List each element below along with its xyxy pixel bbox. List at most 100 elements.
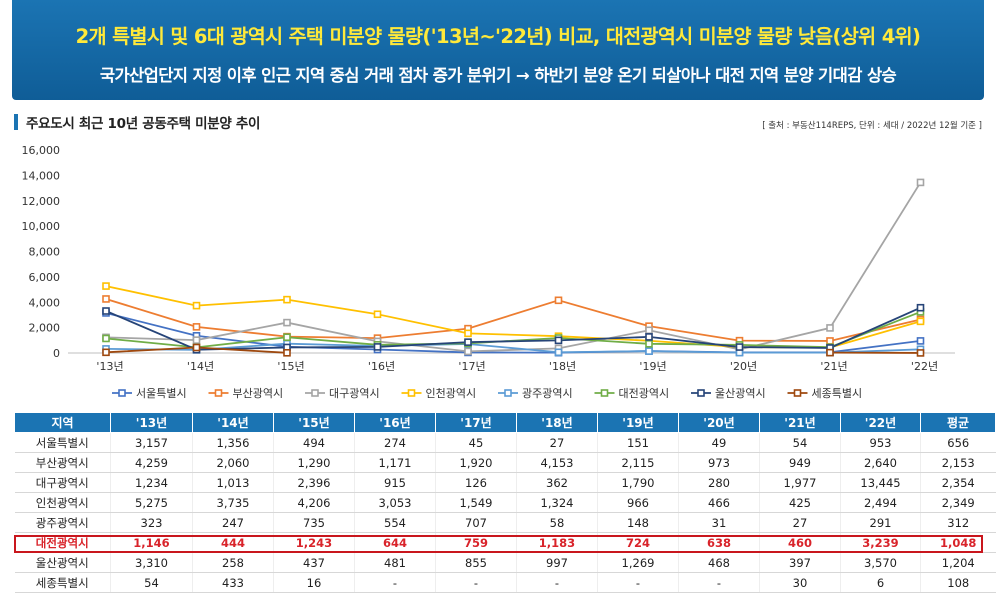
table-cell: 2,640 xyxy=(840,452,921,473)
data-point xyxy=(645,333,653,341)
y-tick-label: 8,000 xyxy=(29,246,61,259)
data-point xyxy=(645,347,653,355)
section-bar xyxy=(14,114,18,130)
data-point xyxy=(283,318,291,327)
table-cell: 2,153 xyxy=(920,452,996,473)
table-cell: 4,206 xyxy=(273,492,355,513)
data-point xyxy=(554,348,563,357)
legend-marker xyxy=(118,389,126,397)
table-cell: 1,146 xyxy=(110,532,193,553)
table-header-cell: '21년 xyxy=(759,412,841,433)
table-cell: 855 xyxy=(435,552,517,573)
table-cell: 397 xyxy=(759,552,841,573)
data-point xyxy=(192,343,201,352)
line-chart: 0 2,000 4,000 6,000 8,000 10,000 12,000 14,000 1… xyxy=(22,144,955,400)
legend-label: 서울특별시 xyxy=(136,387,187,400)
table-cell: 1,920 xyxy=(435,452,517,473)
x-tick-label: '19년 xyxy=(639,360,666,373)
table-cell: 656 xyxy=(920,432,996,453)
table-row: 울산광역시 3,310 258 437 481 855 997 1,269 468 397 3,57… xyxy=(14,552,996,573)
data-point xyxy=(554,336,563,345)
y-tick-label: 4,000 xyxy=(29,296,61,309)
table-cell: 4,153 xyxy=(516,452,598,473)
data-point xyxy=(192,301,201,310)
data-point xyxy=(645,326,653,335)
table-cell: 1,324 xyxy=(516,492,598,513)
data-point xyxy=(826,324,834,332)
x-tick-label: '17년 xyxy=(458,360,485,373)
table-cell: 724 xyxy=(597,532,679,553)
table-cell: 1,183 xyxy=(516,532,598,553)
table-cell: 1,204 xyxy=(920,552,996,573)
table-cell: 45 xyxy=(435,432,517,453)
table-header-cell: 지역 xyxy=(14,412,111,433)
table-cell: 1,234 xyxy=(110,472,193,493)
table-cell: 437 xyxy=(273,552,355,573)
series-line xyxy=(105,342,921,354)
table-cell: 4,259 xyxy=(110,452,193,473)
table-cell: 707 xyxy=(435,512,517,533)
table-header-cell: '16년 xyxy=(354,412,436,433)
table-cell: 3,053 xyxy=(354,492,436,513)
data-point xyxy=(283,295,291,304)
x-tick-label: '15년 xyxy=(277,360,304,373)
table-cell: 481 xyxy=(354,552,436,573)
x-tick-label: '21년 xyxy=(820,360,847,373)
table-cell: 5,275 xyxy=(110,492,193,513)
data-point xyxy=(102,282,110,290)
table-row: 부산광역시 4,259 2,060 1,290 1,171 1,920 4,153 2,115… xyxy=(14,452,996,473)
table-cell: 1,977 xyxy=(759,472,841,493)
table-header-cell: '17년 xyxy=(435,412,517,433)
table-cell: 949 xyxy=(759,452,841,473)
table-cell: 312 xyxy=(920,512,996,533)
table-cell: 1,013 xyxy=(192,472,274,493)
legend-marker xyxy=(407,389,416,397)
data-point xyxy=(192,336,201,344)
series-line xyxy=(105,181,922,353)
table-cell: 13,445 xyxy=(840,472,921,493)
table-cell: 6 xyxy=(840,572,921,593)
legend-marker xyxy=(600,389,609,397)
table-row: 대전광역시 1,146 444 1,243 644 759 1,183 724 638 460 3,… xyxy=(14,532,996,553)
row-region-label: 광주광역시 xyxy=(14,512,111,533)
table-header-cell: '14년 xyxy=(192,412,274,433)
table-cell: 1,290 xyxy=(273,452,355,473)
headline-title: 2개 특별시 및 6대 광역시 주택 미분양 물량('13년~'22년) 비교,… xyxy=(75,25,921,48)
table-cell: 1,790 xyxy=(597,472,679,493)
table-cell: - xyxy=(516,572,598,593)
section-heading: 주요도시 최근 10년 공동주택 미분양 추이 xyxy=(14,112,260,132)
data-point xyxy=(916,349,925,357)
data-point xyxy=(826,337,834,345)
table-cell: 49 xyxy=(678,432,760,453)
table-cell: 126 xyxy=(435,472,517,493)
data-point xyxy=(102,307,110,315)
legend-label: 광주광역시 xyxy=(522,387,573,400)
table-cell: - xyxy=(678,572,760,593)
x-tick-label: '14년 xyxy=(187,360,214,373)
table-cell: 466 xyxy=(678,492,760,513)
legend-marker xyxy=(504,389,512,397)
table-cell: 2,115 xyxy=(597,452,679,473)
source-note: [ 출처 : 부동산114REPS, 단위 : 세대 / 2022년 12월 기… xyxy=(762,121,982,131)
legend-label: 대전광역시 xyxy=(619,387,670,400)
table-header-cell: '13년 xyxy=(110,412,193,433)
data-point xyxy=(916,303,925,312)
y-tick-label: 12,000 xyxy=(22,195,61,208)
x-tick-label: '22년 xyxy=(911,360,938,373)
table-cell: 2,354 xyxy=(920,472,996,493)
table-cell: 3,157 xyxy=(110,432,193,453)
legend-label: 부산광역시 xyxy=(233,387,284,400)
data-point xyxy=(554,296,563,305)
table-cell: 1,269 xyxy=(597,552,679,573)
table-cell: 54 xyxy=(759,432,841,453)
table-cell: - xyxy=(597,572,679,593)
data-point xyxy=(826,348,834,357)
data-point xyxy=(373,310,382,319)
data-point xyxy=(645,340,653,348)
table-cell: 433 xyxy=(192,572,274,593)
table-cell: 16 xyxy=(273,572,355,593)
y-tick-label: 6,000 xyxy=(29,271,61,284)
table-header-cell: '22년 xyxy=(840,412,921,433)
table-cell: 31 xyxy=(678,512,760,533)
table-cell: 2,396 xyxy=(273,472,355,493)
